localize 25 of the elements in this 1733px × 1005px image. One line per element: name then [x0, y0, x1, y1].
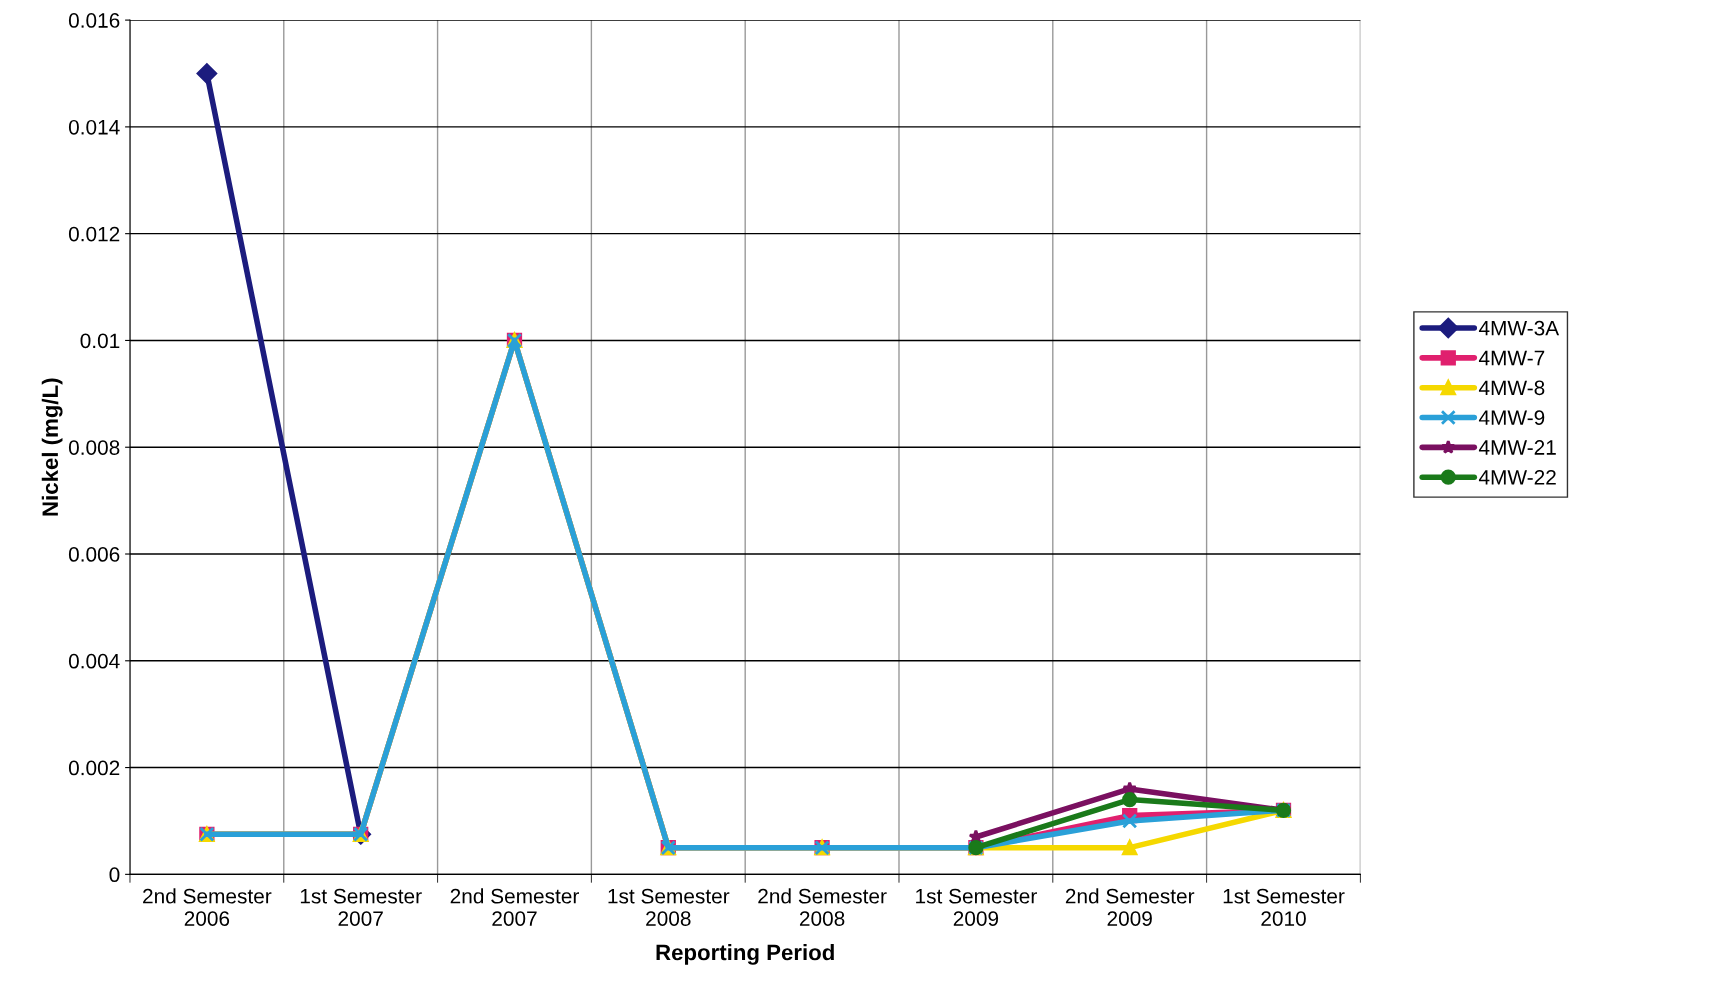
legend-label: 4MW-8	[1478, 380, 1545, 396]
y-tick-label: 0.016	[68, 13, 120, 28]
y-tick-label: 0.012	[68, 226, 120, 242]
x-tick-label: 1st Semester 2007	[300, 888, 422, 926]
y-tick-label: 0.008	[68, 440, 120, 455]
x-tick-label: 2nd Semester 2007	[450, 888, 579, 926]
x-tick-label: 2nd Semester 2009	[1065, 888, 1195, 926]
legend-label: 4MW-3A	[1478, 320, 1560, 336]
legend-label: 4MW-9	[1478, 410, 1545, 426]
x-tick-label: 1st Semester 2009	[916, 888, 1037, 926]
legend-label: 4MW-22	[1478, 469, 1556, 485]
x-tick-label: 1st Semester 2008	[608, 888, 730, 926]
y-tick-label: 0.01	[80, 333, 120, 349]
y-axis-title: Nickel (mg/L)	[41, 378, 63, 516]
x-tick-label: 1st Semester 2010	[1223, 888, 1345, 926]
y-tick-label: 0.004	[68, 653, 120, 669]
x-axis-title: Reporting Period	[656, 943, 834, 965]
x-tick-label: 2nd Semester 2008	[758, 888, 887, 926]
legend-label: 4MW-21	[1478, 440, 1556, 455]
y-tick-label: 0.006	[68, 547, 120, 562]
y-tick-label: 0	[109, 867, 120, 883]
y-tick-label: 0.014	[68, 119, 120, 135]
x-tick-label: 2nd Semester 2006	[143, 888, 272, 926]
legend-label: 4MW-7	[1478, 350, 1545, 366]
y-tick-label: 0.002	[68, 760, 120, 776]
